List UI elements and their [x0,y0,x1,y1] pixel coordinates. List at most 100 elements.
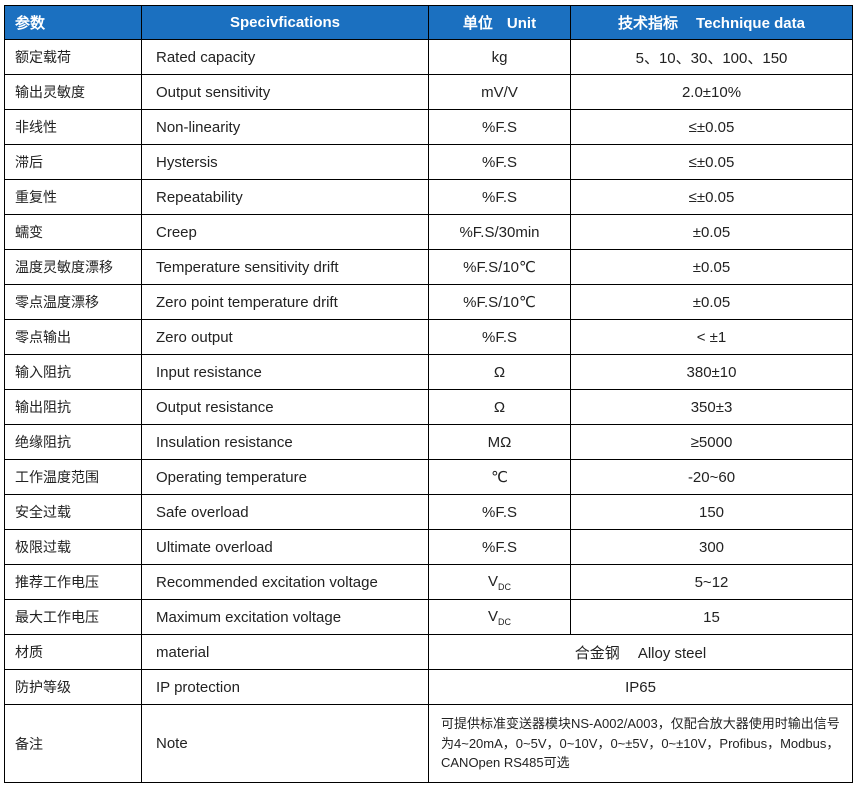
unit-cell: MΩ [428,424,571,460]
unit-vdc-sub: DC [498,616,511,627]
param-cell: 极限过载 [4,529,142,565]
spec-cell: Output resistance [141,389,429,425]
param-cell: 额定载荷 [4,39,142,75]
unit-cell: VDC [428,599,571,635]
param-cell: 零点输出 [4,319,142,355]
unit-cell: %F.S/30min [428,214,571,250]
material-en: Alloy steel [637,644,707,662]
spec-cell: Output sensitivity [141,74,429,110]
unit-vdc-main: V [487,572,498,590]
value-cell: ±0.05 [570,214,853,250]
table-row: 温度灵敏度漂移 Temperature sensitivity drift %F… [4,249,853,285]
header-unit-zh: 单位 [462,15,493,32]
spec-cell: Operating temperature [141,459,429,495]
material-zh: 合金钢 [574,644,620,662]
header-technique-data: 技术指标 Technique data [570,5,853,40]
value-cell: 5~12 [570,564,853,600]
table-row: 非线性 Non-linearity %F.S ≤±0.05 [4,109,853,145]
unit-vdc-main: V [487,607,498,625]
table-row: 蠕变 Creep %F.S/30min ±0.05 [4,214,853,250]
spec-cell: Rated capacity [141,39,429,75]
param-cell: 蠕变 [4,214,142,250]
param-cell: 最大工作电压 [4,599,142,635]
value-cell: 300 [570,529,853,565]
table-row: 零点输出 Zero output %F.S < ±1 [4,319,853,355]
value-cell: -20~60 [570,459,853,495]
spec-table: 参数 Specivfications 单位 Unit 技术指标 Technique … [4,5,853,783]
note-cell: 可提供标准变送器模块NS-A002/A003，仅配合放大器使用时输出信号为4~2… [428,704,853,783]
spec-cell: Recommended excitation voltage [141,564,429,600]
spec-cell: Maximum excitation voltage [141,599,429,635]
value-cell-merged: 合金钢 Alloy steel [428,634,853,670]
unit-cell: %F.S [428,109,571,145]
value-cell: ≤±0.05 [570,179,853,215]
param-cell: 输入阻抗 [4,354,142,390]
table-row: 滞后 Hystersis %F.S ≤±0.05 [4,144,853,180]
spec-cell: Creep [141,214,429,250]
value-cell: 350±3 [570,389,853,425]
spec-cell: Temperature sensitivity drift [141,249,429,285]
param-cell: 滞后 [4,144,142,180]
table-row: 推荐工作电压 Recommended excitation voltage VD… [4,564,853,600]
table-row: 零点温度漂移 Zero point temperature drift %F.S… [4,284,853,320]
unit-cell: %F.S [428,494,571,530]
table-row: 额定载荷 Rated capacity kg 5、10、30、100、150 [4,39,853,75]
unit-cell: %F.S [428,179,571,215]
spec-cell: Zero point temperature drift [141,284,429,320]
unit-cell: %F.S [428,319,571,355]
spec-cell: material [141,634,429,670]
unit-cell: VDC [428,564,571,600]
header-param: 参数 [4,5,142,40]
header-unit: 单位 Unit [428,5,571,40]
param-cell: 输出阻抗 [4,389,142,425]
table-row: 极限过载 Ultimate overload %F.S 300 [4,529,853,565]
param-cell: 温度灵敏度漂移 [4,249,142,285]
value-cell: ≤±0.05 [570,144,853,180]
table-row: 备注 Note 可提供标准变送器模块NS-A002/A003，仅配合放大器使用时… [4,704,853,783]
spec-cell: Safe overload [141,494,429,530]
table-row: 输出灵敏度 Output sensitivity mV/V 2.0±10% [4,74,853,110]
spec-cell: Input resistance [141,354,429,390]
unit-cell: %F.S [428,529,571,565]
unit-cell: Ω [428,389,571,425]
unit-cell: %F.S/10℃ [428,249,571,285]
param-cell: 材质 [4,634,142,670]
header-tech-en: Technique data [696,15,805,32]
table-body: 额定载荷 Rated capacity kg 5、10、30、100、150 输… [4,39,853,783]
table-row: 工作温度范围 Operating temperature ℃ -20~60 [4,459,853,495]
value-cell: 2.0±10% [570,74,853,110]
value-cell: 15 [570,599,853,635]
param-cell: 备注 [4,704,142,783]
param-cell: 零点温度漂移 [4,284,142,320]
table-row: 安全过载 Safe overload %F.S 150 [4,494,853,530]
param-cell: 防护等级 [4,669,142,705]
table-header: 参数 Specivfications 单位 Unit 技术指标 Technique … [4,5,853,40]
table-row: 输入阻抗 Input resistance Ω 380±10 [4,354,853,390]
value-cell-merged: IP65 [428,669,853,705]
param-cell: 绝缘阻抗 [4,424,142,460]
spec-cell: Note [141,704,429,783]
table-row: 材质 material 合金钢 Alloy steel [4,634,853,670]
value-cell: 5、10、30、100、150 [570,39,853,75]
table-row: 绝缘阻抗 Insulation resistance MΩ ≥5000 [4,424,853,460]
value-cell: ±0.05 [570,284,853,320]
param-cell: 推荐工作电压 [4,564,142,600]
table-row: 重复性 Repeatability %F.S ≤±0.05 [4,179,853,215]
param-cell: 重复性 [4,179,142,215]
spec-cell: Zero output [141,319,429,355]
header-unit-en: Unit [506,15,537,32]
unit-cell: Ω [428,354,571,390]
value-cell: ±0.05 [570,249,853,285]
param-cell: 非线性 [4,109,142,145]
value-cell: ≥5000 [570,424,853,460]
header-row: 参数 Specivfications 单位 Unit 技术指标 Technique … [4,5,853,40]
value-cell: < ±1 [570,319,853,355]
unit-cell: ℃ [428,459,571,495]
table-row: 防护等级 IP protection IP65 [4,669,853,705]
param-cell: 安全过载 [4,494,142,530]
spec-cell: IP protection [141,669,429,705]
spec-cell: Repeatability [141,179,429,215]
table-row: 输出阻抗 Output resistance Ω 350±3 [4,389,853,425]
spec-cell: Ultimate overload [141,529,429,565]
param-cell: 工作温度范围 [4,459,142,495]
